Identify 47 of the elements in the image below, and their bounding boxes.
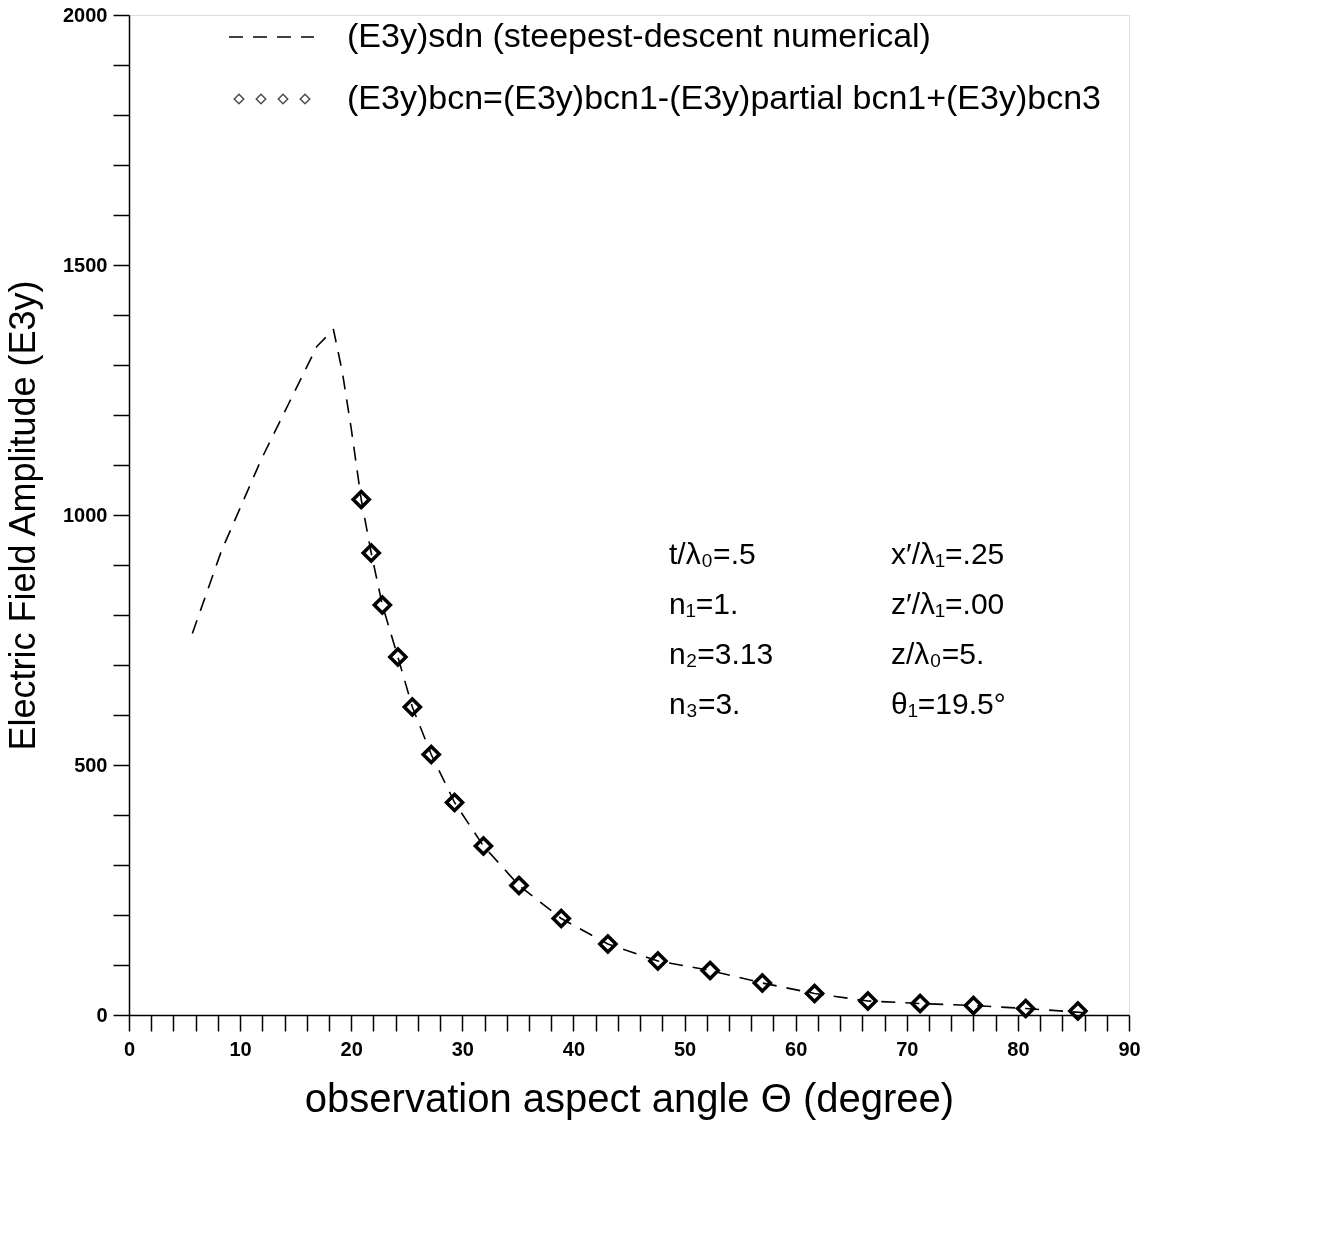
point bbox=[351, 489, 372, 510]
annotation: x′/λ₁=.25 bbox=[891, 537, 1005, 570]
point bbox=[444, 792, 465, 813]
point bbox=[372, 595, 393, 615]
x-axis-title: observation aspect angle Θ (degree) bbox=[304, 1075, 955, 1120]
annotation: n₁=1. bbox=[669, 587, 739, 620]
legend-label: (E3y)bcn=(E3y)bcn1-(E3y)partial bcn1+(E3y)bcn3 bbox=[347, 78, 1102, 116]
point bbox=[509, 875, 529, 896]
y-axis-title: Electric Field Amplitude (E3y) bbox=[2, 280, 44, 751]
point bbox=[421, 744, 442, 765]
y-tick-label: 1500 bbox=[63, 253, 108, 276]
x-tick-label: 0 bbox=[123, 1037, 136, 1060]
point bbox=[858, 991, 878, 1011]
point bbox=[804, 983, 825, 1004]
point bbox=[963, 995, 984, 1016]
annotation: θ₁=19.5° bbox=[891, 687, 1006, 720]
x-tick-label: 40 bbox=[562, 1037, 586, 1060]
point bbox=[598, 934, 618, 954]
x-tick-label: 10 bbox=[229, 1037, 252, 1060]
x-tick-label: 20 bbox=[340, 1037, 363, 1060]
point bbox=[1015, 998, 1036, 1019]
point bbox=[473, 836, 494, 856]
point bbox=[700, 960, 720, 981]
x-tick-label: 80 bbox=[1007, 1037, 1030, 1060]
x-tick-label: 70 bbox=[896, 1037, 919, 1060]
y-tick-label: 500 bbox=[74, 753, 108, 776]
point bbox=[551, 908, 572, 929]
legend-label: (E3y)sdn (steepest-descent numerical) bbox=[347, 16, 931, 54]
annotation: t/λ₀=.5 bbox=[669, 537, 756, 570]
y-tick-label: 0 bbox=[96, 1003, 108, 1026]
point bbox=[402, 697, 423, 717]
y-tick-label: 1000 bbox=[63, 503, 108, 526]
point bbox=[648, 951, 668, 971]
annotation: z/λ₀=5. bbox=[891, 637, 985, 670]
point bbox=[752, 973, 773, 993]
point bbox=[388, 647, 408, 667]
annotation: n₃=3. bbox=[669, 687, 741, 720]
x-tick-label: 30 bbox=[451, 1037, 474, 1060]
x-tick-label: 90 bbox=[1118, 1037, 1141, 1060]
annotation: n₂=3.13 bbox=[669, 637, 774, 670]
point bbox=[910, 993, 930, 1014]
annotation: z′/λ₁=.00 bbox=[891, 587, 1005, 620]
point bbox=[1068, 1001, 1088, 1021]
x-tick-label: 50 bbox=[673, 1037, 697, 1060]
y-tick-label: 2000 bbox=[63, 3, 108, 26]
point bbox=[361, 543, 382, 563]
x-tick-label: 60 bbox=[785, 1037, 808, 1060]
